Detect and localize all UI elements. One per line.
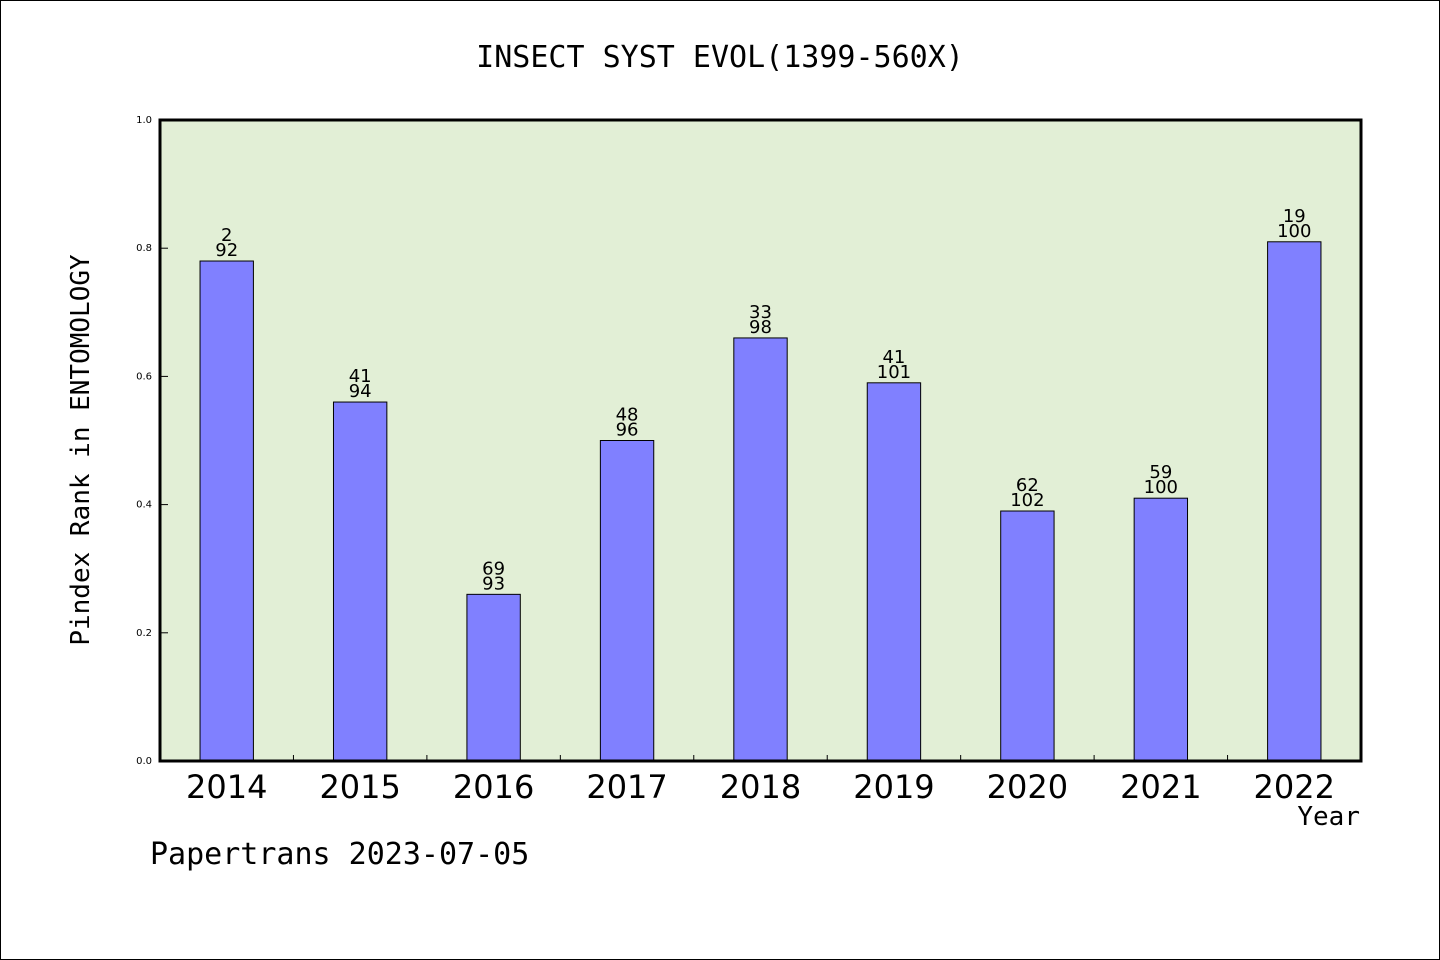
x-tick-label-2022: 2022 <box>1254 768 1335 806</box>
bar-2021 <box>1133 497 1189 762</box>
bar-2019 <box>866 382 922 762</box>
x-axis-label: Year <box>1297 802 1360 832</box>
bar-2017 <box>599 440 655 762</box>
y-axis-label: Pindex Rank in ENTOMOLOGY <box>66 254 96 646</box>
total-label-2021: 100 <box>1144 477 1178 498</box>
footer-text: Papertrans 2023-07-05 <box>150 837 529 872</box>
x-tick-label-2021: 2021 <box>1120 768 1201 806</box>
y-tick-label-0.6: 0.6 <box>136 371 152 382</box>
rank-label-2014: 2 <box>221 225 232 246</box>
bar-2014 <box>199 260 254 762</box>
x-tick-label-2020: 2020 <box>987 768 1068 806</box>
rank-label-2019: 41 <box>882 347 905 368</box>
y-tick-label-0.0: 0.0 <box>136 756 152 767</box>
rank-label-2020: 62 <box>1016 475 1039 496</box>
bar-2015 <box>332 401 388 762</box>
rank-label-2018: 33 <box>749 302 772 323</box>
bar-2022 <box>1267 241 1322 762</box>
x-tick-label-2015: 2015 <box>319 768 400 806</box>
y-tick-label-0.2: 0.2 <box>136 628 152 639</box>
rank-label-2022: 19 <box>1283 206 1306 227</box>
total-label-2017: 96 <box>616 420 639 441</box>
bar-2016 <box>466 593 521 762</box>
rank-label-2021: 59 <box>1149 462 1172 483</box>
x-tick-label-2018: 2018 <box>720 768 801 806</box>
x-tick-label-2014: 2014 <box>186 768 267 806</box>
plot-border <box>158 118 1363 763</box>
bar-2020 <box>1000 510 1055 762</box>
chart-title: INSECT SYST EVOL(1399-560X) <box>476 40 964 75</box>
x-tick-label-2019: 2019 <box>853 768 934 806</box>
x-tick-label-2017: 2017 <box>586 768 667 806</box>
rank-label-2017: 48 <box>616 405 639 426</box>
total-label-2022: 100 <box>1277 221 1311 242</box>
total-label-2014: 92 <box>215 240 238 261</box>
total-label-2015: 94 <box>349 381 372 402</box>
ticks-group: 2014 2015 2016 2017 2018 2019 2020 2021 2022 0.0 0… <box>136 115 1335 806</box>
total-label-2019: 101 <box>877 362 911 383</box>
total-label-2016: 93 <box>482 573 505 594</box>
y-tick-label-1.0: 1.0 <box>136 115 152 126</box>
total-label-2020: 102 <box>1010 490 1044 511</box>
rank-label-2016: 69 <box>482 558 505 579</box>
total-label-2018: 98 <box>749 317 772 338</box>
bar-2018 <box>733 337 788 762</box>
x-tick-label-2016: 2016 <box>453 768 534 806</box>
y-tick-label-0.8: 0.8 <box>136 243 152 254</box>
rank-label-2015: 41 <box>349 366 372 387</box>
y-tick-label-0.4: 0.4 <box>136 500 152 511</box>
